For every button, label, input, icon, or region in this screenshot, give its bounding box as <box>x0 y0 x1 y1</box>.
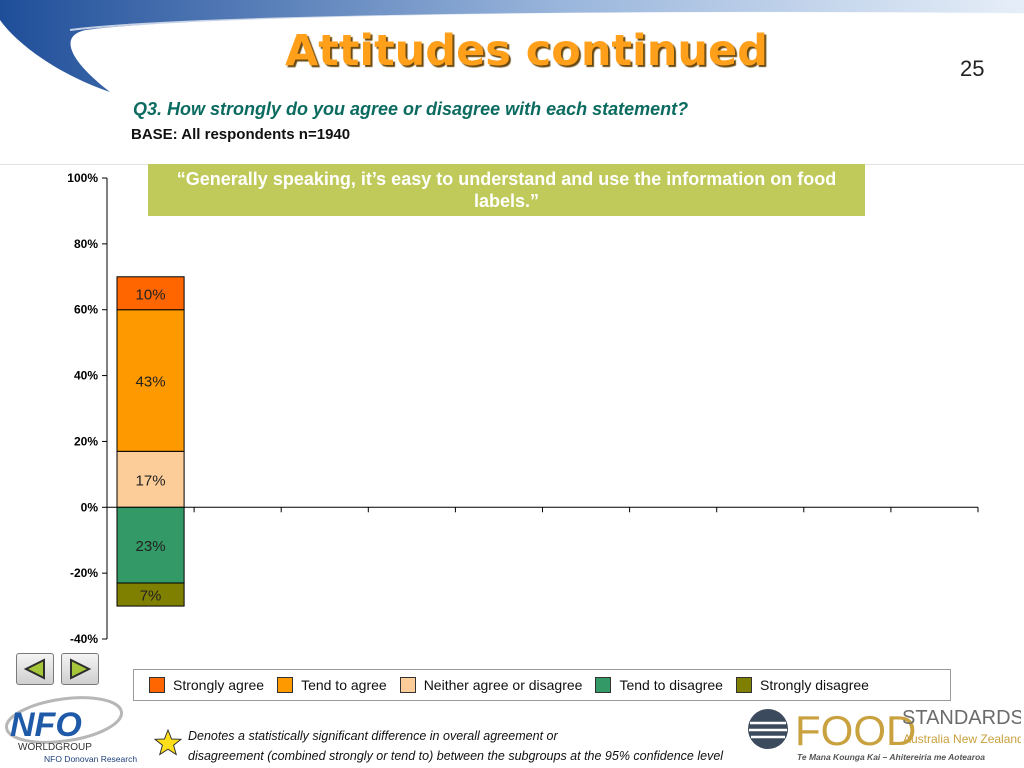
base-text: BASE: All respondents n=1940 <box>131 126 351 143</box>
data-label: 17% <box>136 472 166 489</box>
legend-swatch <box>277 677 294 693</box>
bar-segment <box>116 309 185 452</box>
bar-segment <box>116 582 185 607</box>
question-text: Q3. How strongly do you agree or disagre… <box>133 99 689 119</box>
data-label: 10% <box>136 286 166 303</box>
bar-segment <box>116 276 185 311</box>
legend-swatch <box>735 677 752 693</box>
y-tick-label: 80% <box>74 237 98 251</box>
y-axis: 100% 80% 60% 40% 20% 0% -20% -40% <box>67 171 108 646</box>
nfo-subtitle: NFO Donovan Research <box>44 754 137 764</box>
y-tick-label: -40% <box>70 632 98 646</box>
legend-swatch <box>399 677 416 693</box>
legend-label: Neither agree or disagree <box>423 677 583 693</box>
footnote-line-1: Denotes a statistically significant diff… <box>188 729 558 743</box>
page-number: 25 <box>960 56 985 81</box>
legend-item-strongly-disagree: Strongly disagree <box>735 677 869 693</box>
y-tick-label: 40% <box>74 369 98 383</box>
legend-label: Strongly agree <box>173 677 265 693</box>
nfo-logo: NFO WORLDGROUP NFO Donovan Research <box>4 696 137 764</box>
legend-label: Strongly disagree <box>759 677 869 693</box>
y-tick-label: 0% <box>81 500 99 514</box>
star-icon <box>154 729 182 756</box>
y-tick-label: 60% <box>74 303 98 317</box>
bar-segment <box>116 506 185 584</box>
legend-swatch <box>595 677 612 693</box>
y-tick-label: 100% <box>67 171 98 185</box>
y-tick-label: -20% <box>70 566 98 580</box>
data-label: 23% <box>136 538 166 555</box>
data-labels: 17% 43% 10% 23% 7% <box>136 286 166 604</box>
previous-slide-button[interactable] <box>16 653 54 685</box>
data-label: 7% <box>140 588 162 605</box>
legend-item-tend-to-disagree: Tend to disagree <box>595 677 723 693</box>
maori-tagline: Te Mana Kounga Kai – Ahitereiria me Aote… <box>797 752 985 762</box>
legend-label: Tend to agree <box>301 677 387 693</box>
bar-segments <box>116 276 185 607</box>
legend-swatch <box>149 677 165 693</box>
nfo-group-text: WORLDGROUP <box>18 742 92 753</box>
footnote: Denotes a statistically significant diff… <box>188 726 723 766</box>
triangle-right-icon <box>70 658 92 680</box>
nfo-logo-text: NFO <box>10 706 82 744</box>
statement-banner: “Generally speaking, it’s easy to unders… <box>148 164 865 216</box>
legend-item-neither: Neither agree or disagree <box>399 677 583 693</box>
chart-legend: Strongly agree Tend to agree Neither agr… <box>133 669 951 701</box>
x-axis <box>106 506 979 513</box>
triangle-left-icon <box>23 658 45 680</box>
next-slide-button[interactable] <box>61 653 99 685</box>
y-tick-label: 20% <box>74 434 98 448</box>
food-logo-text: FOOD <box>795 707 916 754</box>
standards-logo-text: STANDARDS <box>902 707 1021 729</box>
data-label: 43% <box>136 374 166 391</box>
region-text: Australia New Zealand <box>903 732 1021 746</box>
stacked-bar-chart: 100% 80% 60% 40% 20% 0% -20% -40% 17% 43% 10% 23% 7… <box>67 171 979 646</box>
legend-item-tend-to-agree: Tend to agree <box>277 677 387 693</box>
header-swoosh-graphic <box>0 0 1024 92</box>
legend-label: Tend to disagree <box>619 677 723 693</box>
legend-item-strongly-agree: Strongly agree <box>149 677 264 693</box>
food-standards-logo: FOOD STANDARDS Australia New Zealand Te … <box>748 707 1021 762</box>
footnote-line-2: disagreement (combined strongly or tend … <box>188 749 724 763</box>
slide-title: Attitudes continued <box>285 26 768 76</box>
